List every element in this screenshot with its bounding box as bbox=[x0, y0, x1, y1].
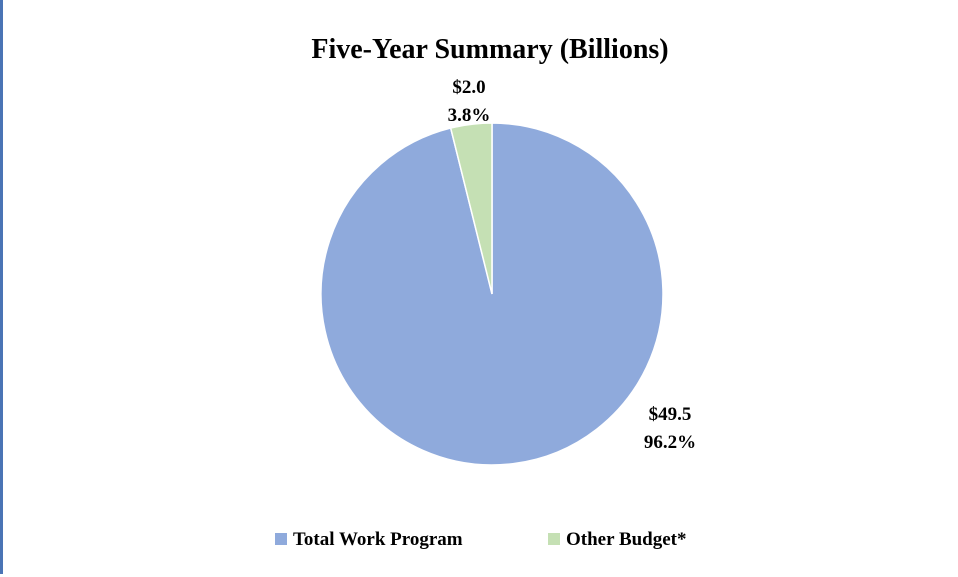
legend-item-other-budget: Other Budget* bbox=[548, 529, 687, 550]
chart-legend: Total Work Program Other Budget* bbox=[275, 529, 687, 550]
pie-slice-other-budget bbox=[449, 122, 493, 295]
data-label-percent-other-budget: 3.8% bbox=[448, 105, 491, 126]
chart-title: Five-Year Summary (Billions) bbox=[311, 34, 668, 65]
data-label-percent-total-work-program: 96.2% bbox=[644, 432, 696, 453]
data-label-value-other-budget: $2.0 bbox=[452, 77, 485, 98]
pie-chart: Five-Year Summary (Billions) $49.596.2%$… bbox=[275, 34, 697, 550]
legend-swatch-total-work-program bbox=[275, 533, 287, 545]
pie-data-labels: $49.5 96.2% $2.0 3.8% bbox=[448, 77, 697, 453]
pie-slices bbox=[320, 122, 664, 466]
legend-label-total-work-program: Total Work Program bbox=[293, 529, 463, 550]
legend-item-total-work-program: Total Work Program bbox=[275, 529, 463, 550]
legend-label-other-budget: Other Budget* bbox=[566, 529, 687, 550]
legend-swatch-other-budget bbox=[548, 533, 560, 545]
data-label-value-total-work-program: $49.5 bbox=[649, 404, 692, 425]
